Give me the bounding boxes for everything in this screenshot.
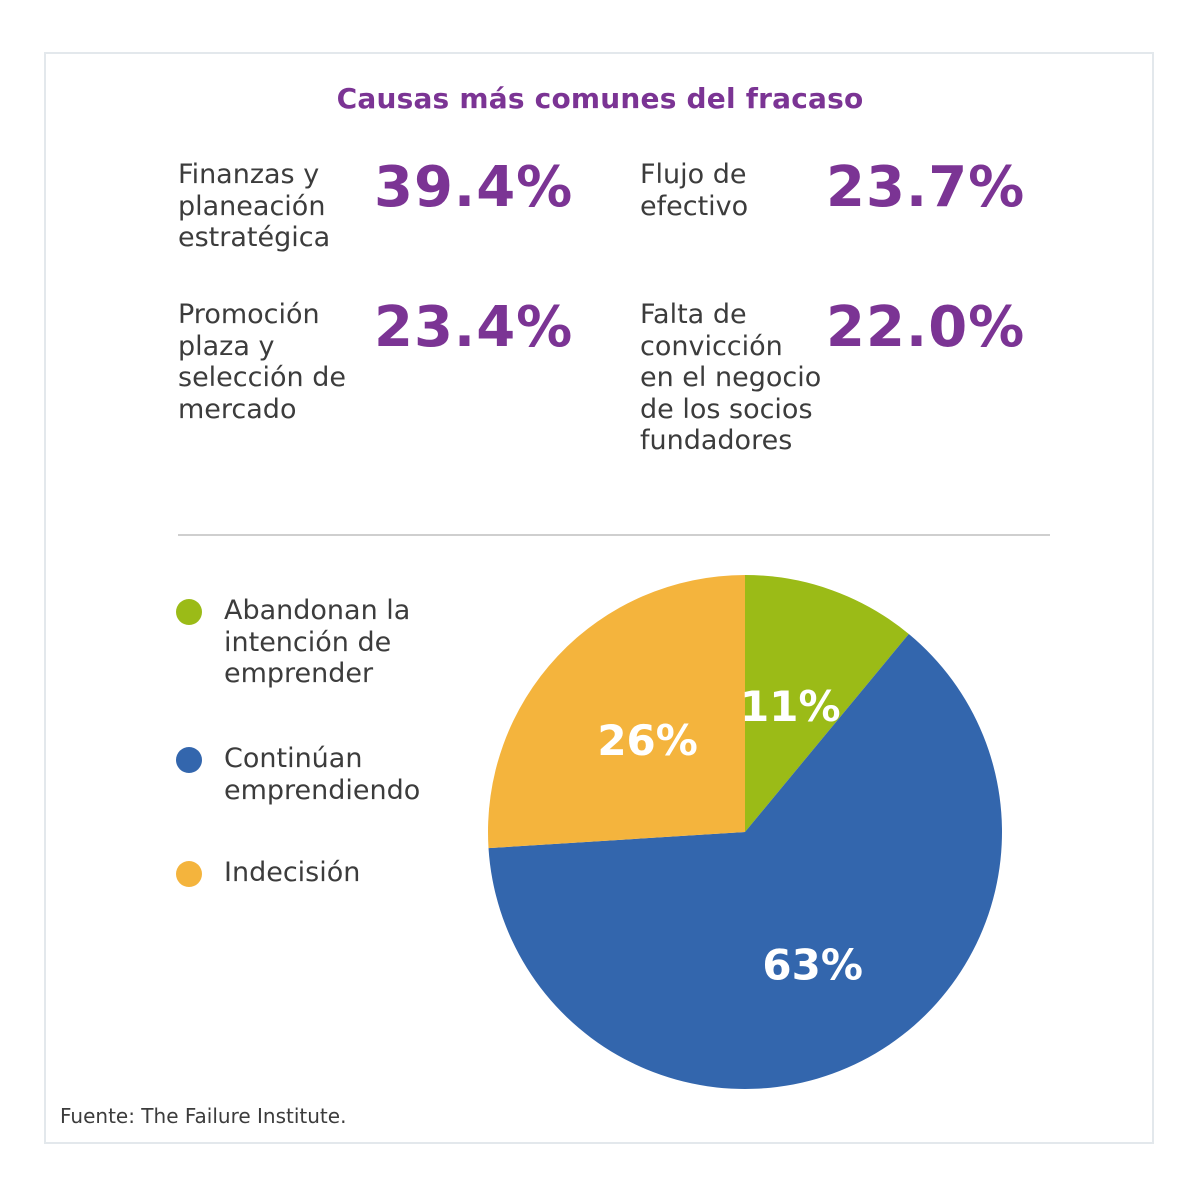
legend-label-line: emprendiendo bbox=[224, 774, 421, 806]
pie-slices bbox=[488, 575, 1002, 1089]
legend-dot-icon bbox=[176, 747, 202, 773]
stat-value-flujo: 23.7% bbox=[826, 155, 1026, 220]
legend-label-line: Continúan bbox=[224, 743, 363, 774]
pie-slice-label: 63% bbox=[762, 940, 863, 989]
legend-label: Abandonan la intención de emprender bbox=[224, 595, 410, 690]
stat-label-flujo: Flujo de efectivo bbox=[640, 159, 748, 222]
stat-label-line: mercado bbox=[178, 393, 297, 425]
stat-label-line: Promoción bbox=[178, 299, 320, 330]
pie-chart: 11% 63% 26% bbox=[488, 575, 1002, 1089]
infographic-title: Causas más comunes del fracaso bbox=[336, 82, 864, 115]
legend-label-line: Indecisión bbox=[224, 857, 361, 888]
legend-label-line: emprender bbox=[224, 658, 374, 689]
legend-dot-icon bbox=[176, 861, 202, 887]
legend-dot-icon bbox=[176, 599, 202, 625]
source-note: Fuente: The Failure Institute. bbox=[60, 1104, 347, 1128]
stat-label-falta-conviccion: Falta de convicción en el negocio de los… bbox=[640, 299, 821, 457]
stat-label-line: Flujo de bbox=[640, 159, 747, 190]
stat-label-line: planeación bbox=[178, 190, 326, 222]
stat-label-promocion: Promoción plaza y selección de mercado bbox=[178, 299, 346, 425]
stat-label-line: Finanzas y bbox=[178, 159, 320, 190]
stat-label-line: Falta de bbox=[640, 299, 747, 330]
stat-label-line: selección de bbox=[178, 362, 346, 393]
pie-slice bbox=[745, 575, 909, 832]
legend-label: Indecisión bbox=[224, 857, 360, 889]
stat-label-line: plaza y bbox=[178, 330, 275, 362]
stat-label-finanzas: Finanzas y planeación estratégica bbox=[178, 159, 330, 254]
legend-label: Continúan emprendiendo bbox=[224, 743, 420, 806]
pie-slice bbox=[488, 633, 1002, 1089]
stat-label-line: estratégica bbox=[178, 222, 331, 253]
section-divider bbox=[178, 534, 1050, 536]
legend-label-line: Abandonan la bbox=[224, 595, 411, 626]
pie-labels: 11% 63% 26% bbox=[597, 682, 863, 990]
stat-value-finanzas: 39.4% bbox=[374, 155, 574, 220]
stat-label-line: convicción bbox=[640, 330, 783, 362]
stat-label-line: en el negocio bbox=[640, 362, 822, 393]
stat-label-line: efectivo bbox=[640, 190, 749, 222]
legend-label-line: intención de bbox=[224, 626, 392, 658]
stat-value-promocion: 23.4% bbox=[374, 295, 574, 360]
pie-slice-label: 26% bbox=[597, 716, 698, 765]
pie-slice-label: 11% bbox=[740, 682, 841, 731]
infographic-frame bbox=[44, 52, 1154, 1144]
stat-label-line: fundadores bbox=[640, 425, 793, 456]
pie-slice bbox=[488, 575, 745, 849]
stat-value-falta-conviccion: 22.0% bbox=[826, 295, 1026, 360]
stat-label-line: de los socios bbox=[640, 393, 813, 425]
